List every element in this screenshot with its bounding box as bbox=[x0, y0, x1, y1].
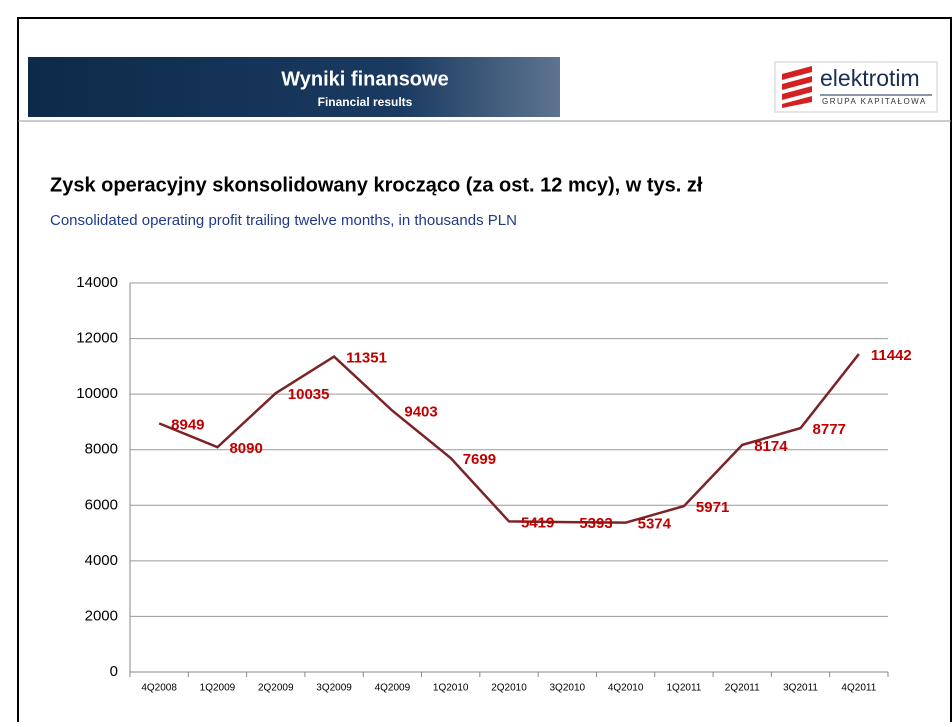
chart-subtitle: Consolidated operating profit trailing t… bbox=[50, 212, 517, 229]
x-tick-label: 2Q2010 bbox=[491, 683, 527, 694]
y-tick-label: 14000 bbox=[76, 274, 118, 291]
y-tick-label: 6000 bbox=[85, 496, 118, 513]
data-label: 8090 bbox=[229, 440, 262, 457]
x-tick-label: 3Q2009 bbox=[316, 683, 352, 694]
chart-title: Zysk operacyjny skonsolidowany krocząco … bbox=[50, 174, 703, 196]
y-tick-label: 2000 bbox=[85, 607, 118, 624]
x-tick-label: 2Q2011 bbox=[725, 683, 760, 694]
logo-name: elektrotim bbox=[820, 65, 920, 91]
x-tick-label: 4Q2011 bbox=[841, 683, 876, 694]
logo: elektrotim GRUPA KAPITAŁOWA bbox=[774, 61, 938, 113]
x-tick-label: 4Q2010 bbox=[608, 683, 644, 694]
header-title: Wyniki finansowe bbox=[281, 68, 448, 90]
data-label: 8777 bbox=[813, 421, 846, 438]
data-label: 5971 bbox=[696, 499, 729, 516]
data-label: 8174 bbox=[754, 438, 788, 455]
data-label: 11442 bbox=[871, 347, 912, 364]
header-subtitle: Financial results bbox=[318, 95, 413, 109]
data-label: 11351 bbox=[346, 350, 387, 367]
logo-tagline: GRUPA KAPITAŁOWA bbox=[822, 97, 927, 106]
x-tick-label: 4Q2008 bbox=[141, 683, 177, 694]
data-label: 9403 bbox=[404, 404, 437, 421]
x-tick-label: 2Q2009 bbox=[258, 683, 294, 694]
x-tick-label: 3Q2010 bbox=[550, 683, 586, 694]
x-tick-label: 1Q2010 bbox=[433, 683, 469, 694]
y-tick-label: 12000 bbox=[76, 330, 118, 347]
x-tick-label: 4Q2009 bbox=[375, 683, 411, 694]
data-label: 7699 bbox=[463, 451, 496, 468]
data-label: 8949 bbox=[171, 416, 204, 433]
header-band bbox=[28, 57, 560, 117]
slide-border bbox=[17, 17, 952, 727]
data-label: 5393 bbox=[579, 515, 612, 532]
x-tick-label: 1Q2009 bbox=[200, 683, 236, 694]
data-label: 10035 bbox=[288, 386, 330, 403]
data-label: 5374 bbox=[638, 516, 672, 533]
logo-icon bbox=[782, 66, 812, 108]
data-line bbox=[158, 353, 860, 524]
y-tick-label: 8000 bbox=[85, 441, 118, 458]
y-tick-label: 10000 bbox=[76, 385, 118, 402]
y-tick-label: 4000 bbox=[85, 552, 118, 569]
x-tick-label: 3Q2011 bbox=[783, 683, 818, 694]
data-label: 5419 bbox=[521, 514, 554, 531]
y-tick-label: 0 bbox=[110, 663, 118, 680]
x-tick-label: 1Q2011 bbox=[667, 683, 702, 694]
